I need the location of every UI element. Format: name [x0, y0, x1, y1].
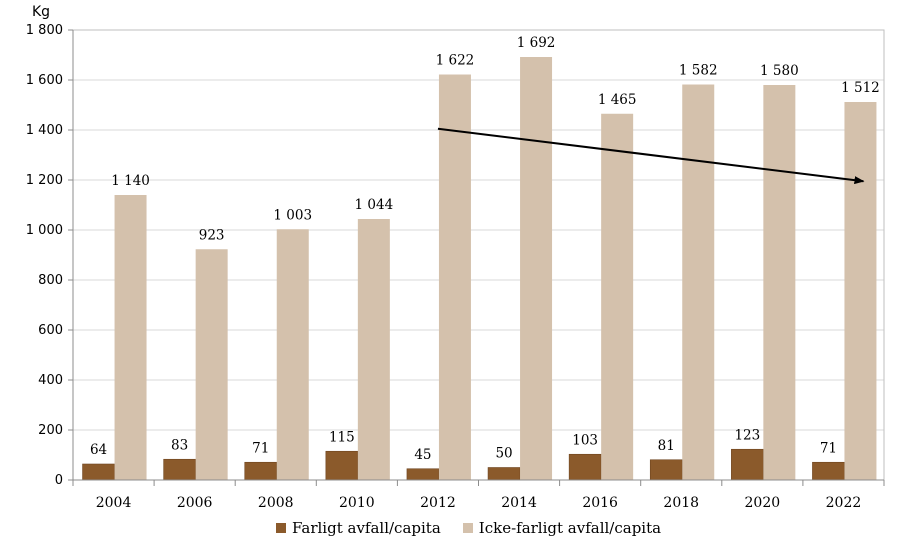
bar-farligt [244, 461, 278, 481]
bar-icke-farligt [520, 57, 553, 480]
y-tick-label: 800 [38, 273, 63, 288]
y-axis-label: Kg [32, 4, 50, 20]
data-labels: 64 83 71 115 45 50 103 81 123 71 1 140 923 1 003 1 04… [90, 35, 880, 463]
legend-label-icke-farligt: Icke-farligt avfall/capita [478, 519, 662, 537]
y-tick-label: 1 400 [26, 123, 63, 138]
x-tick-label: 2022 [826, 495, 862, 511]
bar-farligt [649, 459, 683, 481]
data-label: 1 465 [598, 92, 637, 108]
bar-icke-farligt [276, 229, 309, 480]
bar-icke-farligt [114, 195, 147, 480]
data-label: 50 [495, 446, 512, 462]
trend-arrow [437, 127, 865, 185]
y-tick-label: 1 800 [26, 23, 63, 38]
data-label: 71 [252, 440, 269, 456]
data-label: 1 692 [517, 35, 556, 51]
y-tick-label: 1 000 [26, 223, 63, 238]
y-tick-label: 400 [38, 373, 63, 388]
bar-icke-farligt [195, 249, 228, 480]
data-label: 71 [820, 440, 837, 456]
y-tick-label: 0 [55, 473, 63, 488]
data-label: 1 580 [760, 63, 799, 79]
x-tick-label: 2014 [501, 495, 537, 511]
data-label: 123 [734, 427, 760, 443]
x-tick-label: 2004 [96, 495, 132, 511]
data-label: 115 [329, 429, 355, 445]
data-label: 923 [199, 227, 225, 243]
data-label: 83 [171, 437, 188, 453]
gridlines [73, 29, 884, 431]
legend-swatch-farligt [276, 523, 286, 533]
bar-farligt [163, 458, 196, 481]
bar-farligt [812, 461, 845, 481]
data-label: 1 003 [273, 207, 312, 223]
bar-farligt [487, 467, 521, 481]
x-tick-label: 2006 [177, 495, 213, 511]
data-label: 103 [572, 432, 598, 448]
bar-farligt [731, 448, 764, 481]
data-label: 1 044 [355, 197, 394, 213]
legend-swatch-icke-farligt [462, 523, 473, 533]
bars [82, 57, 877, 481]
bar-farligt [568, 453, 602, 481]
x-tick-label: 2020 [745, 495, 781, 511]
data-label: 81 [658, 438, 675, 454]
bar-farligt [325, 450, 359, 481]
data-label: 1 512 [841, 80, 880, 96]
data-label: 1 622 [436, 53, 475, 69]
x-tick-label: 2012 [420, 495, 456, 511]
x-tick-label: 2008 [258, 495, 294, 511]
legend-label-farligt: Farligt avfall/capita [292, 519, 441, 537]
legend-item-icke-farligt: Icke-farligt avfall/capita [462, 519, 662, 537]
axis-ticks: 0 200 400 600 800 1 000 1 200 1 400 1 600 1 800 20… [26, 23, 885, 511]
y-tick-label: 1 600 [26, 73, 63, 88]
data-label: 64 [90, 442, 107, 458]
data-label: 1 140 [111, 173, 150, 189]
x-tick-label: 2010 [339, 495, 375, 511]
bar-icke-farligt [682, 84, 715, 480]
bar-farligt [406, 468, 440, 481]
y-tick-label: 200 [38, 423, 63, 438]
x-tick-label: 2016 [582, 495, 618, 511]
bar-icke-farligt [438, 74, 471, 480]
bar-icke-farligt [844, 102, 877, 480]
bar-icke-farligt [601, 113, 634, 480]
bar-icke-farligt [357, 219, 390, 480]
x-tick-label: 2018 [663, 495, 699, 511]
legend-item-farligt: Farligt avfall/capita [276, 519, 441, 537]
y-tick-label: 600 [38, 323, 63, 338]
plot-frame [72, 29, 885, 481]
legend: Farligt avfall/capita Icke-farligt avfal… [276, 519, 683, 537]
bar-farligt [82, 463, 115, 481]
data-label: 1 582 [679, 63, 718, 79]
bar-icke-farligt [763, 85, 796, 480]
y-tick-label: 1 200 [26, 173, 63, 188]
data-label: 45 [414, 447, 431, 463]
